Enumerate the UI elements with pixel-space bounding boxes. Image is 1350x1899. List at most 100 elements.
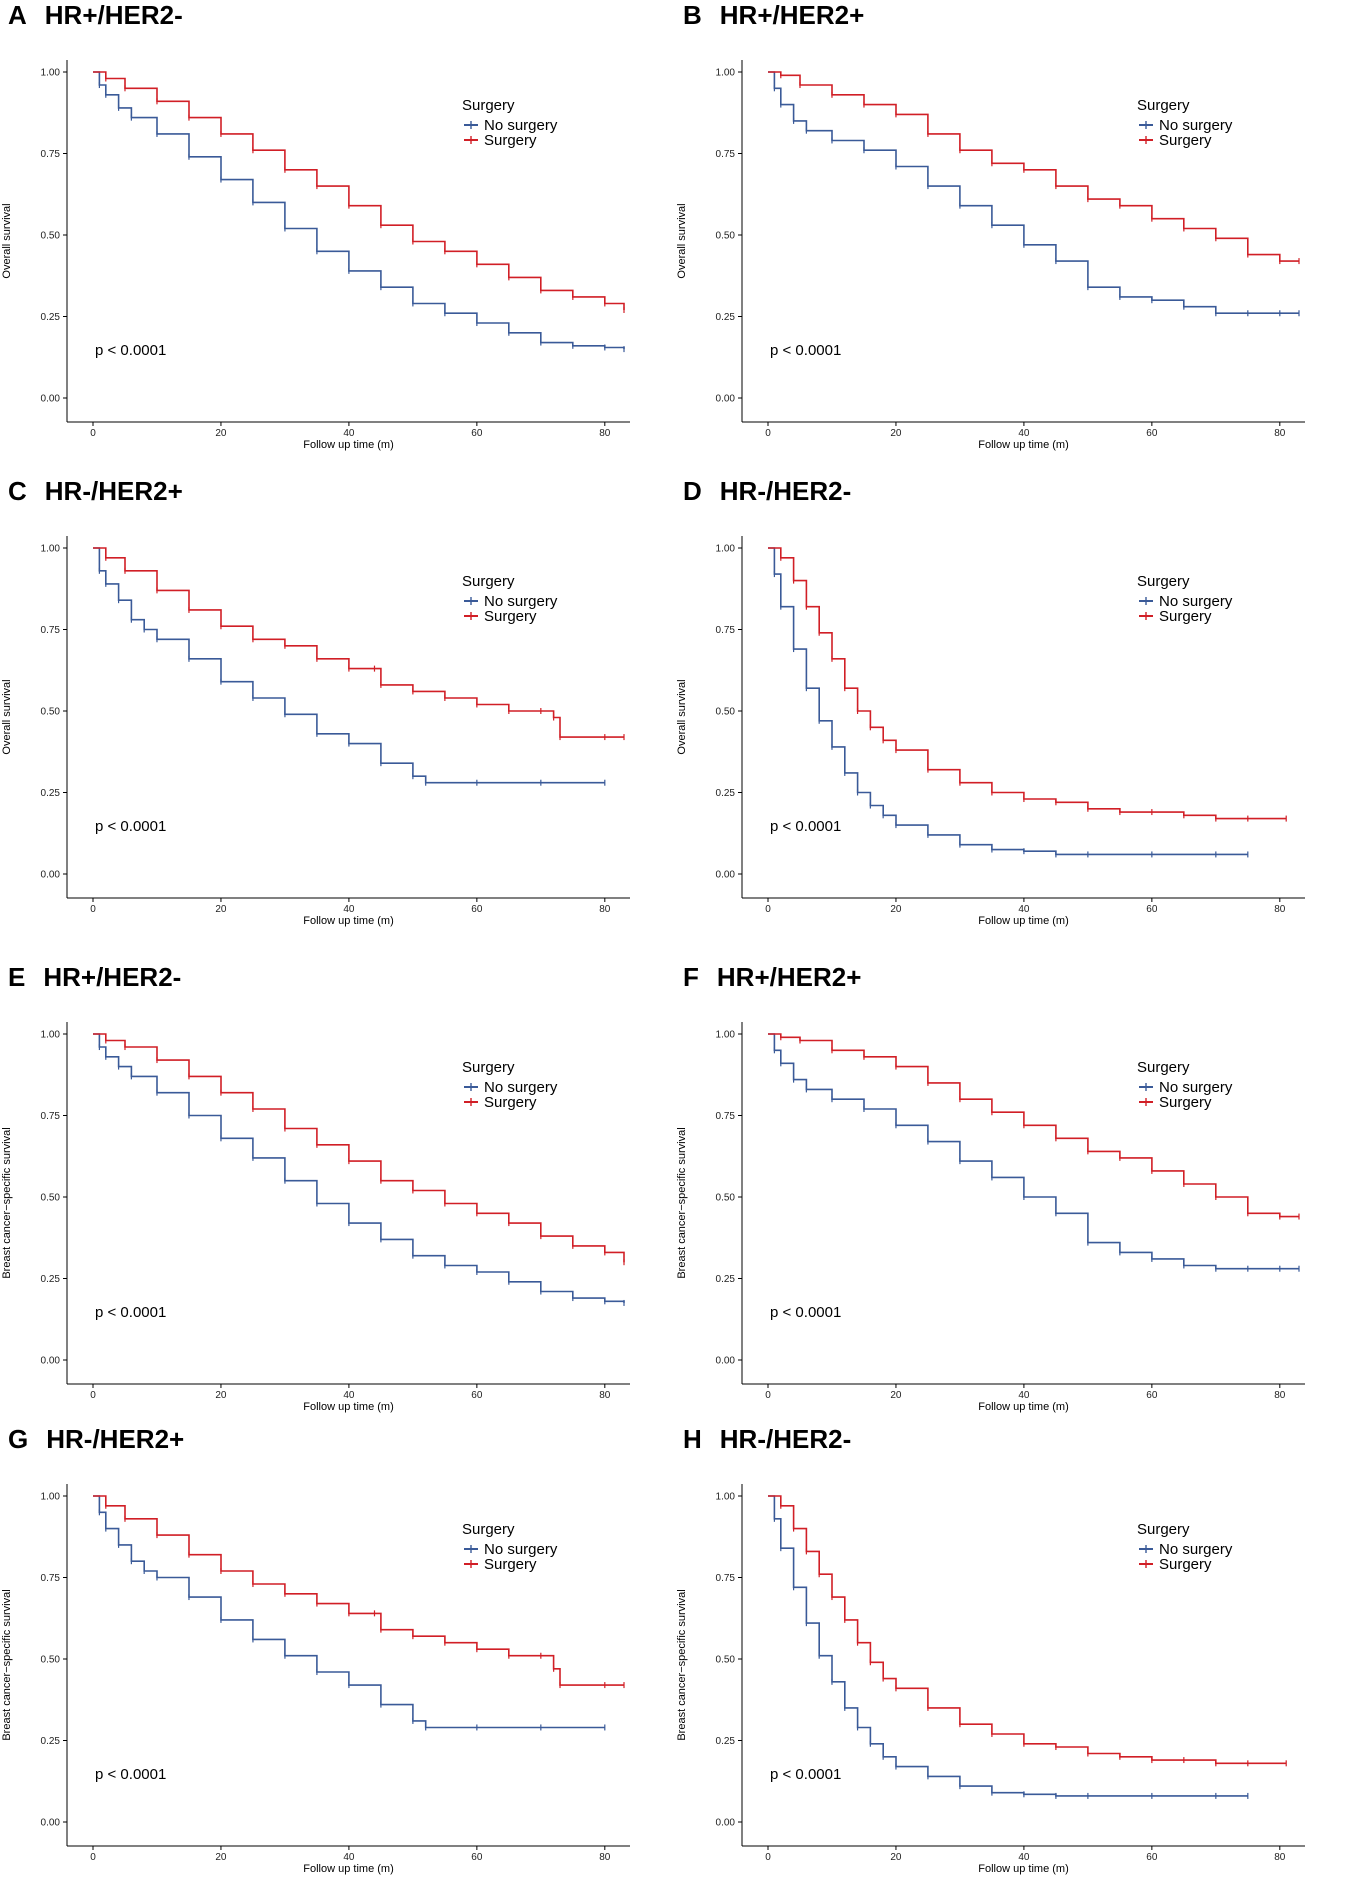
legend-title: Surgery bbox=[1137, 573, 1190, 590]
panel-heading: C HR-/HER2+ bbox=[8, 476, 183, 510]
legend-entry: No surgery bbox=[484, 1079, 558, 1096]
legend-entry: Surgery bbox=[484, 1556, 537, 1573]
legend-title: Surgery bbox=[1137, 1059, 1190, 1076]
surgery-curve bbox=[768, 547, 1287, 820]
p-value-label: p < 0.0001 bbox=[95, 342, 166, 359]
legend-title: Surgery bbox=[462, 573, 515, 590]
y-axis-title: Overall survival bbox=[1, 679, 13, 754]
x-axis-title: Follow up time (m) bbox=[303, 915, 393, 927]
y-tick-label: 0.25 bbox=[716, 788, 736, 799]
legend-title: Surgery bbox=[1137, 97, 1190, 114]
x-tick-label: 40 bbox=[1018, 904, 1030, 915]
x-tick-label: 60 bbox=[471, 428, 483, 439]
y-tick-label: 0.75 bbox=[41, 1111, 61, 1122]
y-tick-label: 0.00 bbox=[41, 1356, 61, 1367]
legend-entry: Surgery bbox=[1159, 608, 1212, 625]
y-tick-label: 0.00 bbox=[716, 1818, 736, 1829]
x-tick-label: 40 bbox=[1018, 1852, 1030, 1863]
y-axis-title: Breast cancer−specific survival bbox=[1, 1589, 13, 1740]
p-value-label: p < 0.0001 bbox=[95, 1766, 166, 1783]
surgery-curve bbox=[93, 1495, 624, 1686]
x-axis-title: Follow up time (m) bbox=[978, 439, 1068, 451]
no-surgery-curve bbox=[93, 71, 625, 350]
y-tick-label: 0.00 bbox=[716, 394, 736, 405]
legend-entry: No surgery bbox=[1159, 1541, 1233, 1558]
km-chart: 0.00 0.25 0.50 0.75 1.00 0 20 40 60 80 Follow up t… bbox=[676, 1022, 1305, 1413]
x-tick-label: 20 bbox=[215, 904, 227, 915]
x-axis-title: Follow up time (m) bbox=[303, 439, 393, 451]
x-tick-label: 0 bbox=[765, 1390, 771, 1401]
km-chart: 0.00 0.25 0.50 0.75 1.00 0 20 40 60 80 Follow up t… bbox=[1, 536, 630, 927]
panel-heading: B HR+/HER2+ bbox=[683, 0, 864, 34]
y-tick-label: 1.00 bbox=[716, 68, 736, 79]
legend-entry: Surgery bbox=[1159, 1094, 1212, 1111]
x-tick-label: 40 bbox=[1018, 1390, 1030, 1401]
x-tick-label: 40 bbox=[343, 904, 355, 915]
panel-letter: E bbox=[8, 962, 26, 992]
surgery-curve bbox=[93, 1033, 625, 1263]
x-tick-label: 20 bbox=[890, 1390, 902, 1401]
y-tick-label: 0.50 bbox=[716, 1193, 736, 1204]
y-tick-label: 0.75 bbox=[716, 625, 736, 636]
x-tick-label: 20 bbox=[215, 1390, 227, 1401]
y-tick-label: 0.00 bbox=[716, 1356, 736, 1367]
y-tick-label: 1.00 bbox=[41, 1492, 61, 1503]
panel-letter: H bbox=[683, 1424, 702, 1454]
x-axis-title: Follow up time (m) bbox=[978, 1863, 1068, 1875]
km-panel-e: E HR+/HER2- 0.00 0.25 0.50 0.75 1.00 0 20 40 60 80… bbox=[0, 962, 675, 1436]
panel-heading: G HR-/HER2+ bbox=[8, 1424, 184, 1458]
y-tick-label: 0.00 bbox=[41, 394, 61, 405]
x-tick-label: 80 bbox=[599, 1390, 611, 1401]
y-axis-title: Breast cancer−specific survival bbox=[676, 1589, 688, 1740]
panel-heading: E HR+/HER2- bbox=[8, 962, 181, 996]
y-tick-label: 0.50 bbox=[716, 707, 736, 718]
legend-entry: No surgery bbox=[1159, 1079, 1233, 1096]
km-panel-g: G HR-/HER2+ 0.00 0.25 0.50 0.75 1.00 0 20 40 60 80… bbox=[0, 1424, 675, 1898]
x-tick-label: 60 bbox=[1146, 904, 1158, 915]
panel-subtitle: HR+/HER2- bbox=[43, 962, 182, 992]
y-tick-label: 0.00 bbox=[41, 870, 61, 881]
y-tick-label: 1.00 bbox=[41, 1030, 61, 1041]
x-tick-label: 40 bbox=[1018, 428, 1030, 439]
y-tick-label: 1.00 bbox=[716, 1492, 736, 1503]
x-axis-title: Follow up time (m) bbox=[303, 1863, 393, 1875]
legend-title: Surgery bbox=[462, 1059, 515, 1076]
km-panel-d: D HR-/HER2- 0.00 0.25 0.50 0.75 1.00 0 20 40 60 80… bbox=[675, 476, 1350, 950]
y-tick-label: 1.00 bbox=[716, 1030, 736, 1041]
y-tick-label: 0.50 bbox=[716, 231, 736, 242]
x-axis-title: Follow up time (m) bbox=[978, 1401, 1068, 1413]
panel-subtitle: HR-/HER2- bbox=[719, 476, 852, 506]
y-axis-title: Breast cancer−specific survival bbox=[1, 1127, 13, 1278]
legend-entry: Surgery bbox=[1159, 1556, 1212, 1573]
legend-entry: No surgery bbox=[1159, 593, 1233, 610]
x-tick-label: 80 bbox=[1274, 1390, 1286, 1401]
km-chart: 0.00 0.25 0.50 0.75 1.00 0 20 40 60 80 Follow up t… bbox=[1, 60, 630, 451]
legend-entry: No surgery bbox=[484, 1541, 558, 1558]
no-surgery-curve bbox=[93, 1495, 605, 1729]
x-tick-label: 0 bbox=[765, 1852, 771, 1863]
legend-entry: No surgery bbox=[1159, 117, 1233, 134]
x-tick-label: 80 bbox=[1274, 1852, 1286, 1863]
no-surgery-curve bbox=[93, 1033, 625, 1303]
no-surgery-curve bbox=[768, 71, 1299, 314]
y-tick-label: 0.25 bbox=[716, 312, 736, 323]
no-surgery-curve bbox=[93, 547, 605, 784]
y-axis-title: Overall survival bbox=[676, 679, 688, 754]
y-axis-title: Overall survival bbox=[676, 203, 688, 278]
panel-subtitle: HR-/HER2+ bbox=[44, 476, 183, 506]
surgery-curve bbox=[768, 1033, 1299, 1218]
km-panel-a: A HR+/HER2- 0.00 0.25 0.50 0.75 1.00 0 20 40 60 80… bbox=[0, 0, 675, 474]
x-tick-label: 20 bbox=[890, 904, 902, 915]
km-chart: 0.00 0.25 0.50 0.75 1.00 0 20 40 60 80 Follow up t… bbox=[676, 1484, 1305, 1875]
y-tick-label: 0.25 bbox=[716, 1274, 736, 1285]
y-tick-label: 1.00 bbox=[41, 544, 61, 555]
panel-letter: D bbox=[683, 476, 702, 506]
y-tick-label: 0.75 bbox=[716, 149, 736, 160]
no-surgery-curve bbox=[768, 1033, 1299, 1270]
x-axis-title: Follow up time (m) bbox=[978, 915, 1068, 927]
x-tick-label: 40 bbox=[343, 428, 355, 439]
x-tick-label: 0 bbox=[90, 1390, 96, 1401]
p-value-label: p < 0.0001 bbox=[770, 342, 841, 359]
y-tick-label: 0.50 bbox=[716, 1655, 736, 1666]
panel-subtitle: HR+/HER2+ bbox=[719, 0, 865, 30]
